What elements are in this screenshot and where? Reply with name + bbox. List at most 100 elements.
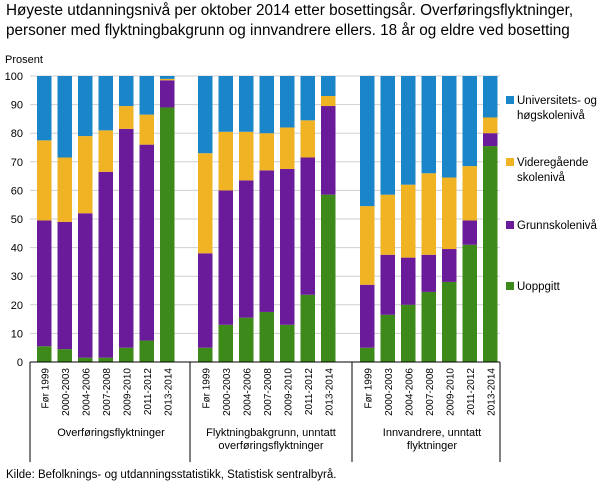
bar-videregaende-skoleniva bbox=[360, 206, 375, 285]
bar-grunnskoleniva bbox=[37, 220, 52, 347]
x-tick-label: 2013-2014 bbox=[163, 368, 174, 416]
bar-universitets-og-hogskoleniva bbox=[380, 76, 395, 195]
legend-label: Videregående bbox=[517, 157, 588, 169]
legend-label: Grunnskolenivå bbox=[517, 220, 598, 232]
bar-videregaende-skoleniva bbox=[401, 184, 416, 258]
bar-universitets-og-hogskoleniva bbox=[462, 76, 477, 167]
x-tick-label: 2004-2006 bbox=[404, 368, 415, 416]
bar-universitets-og-hogskoleniva bbox=[360, 76, 375, 207]
x-tick-label: 2004-2006 bbox=[242, 368, 253, 416]
bar-grunnskoleniva bbox=[360, 284, 375, 348]
bar-universitets-og-hogskoleniva bbox=[239, 76, 254, 132]
group-label: overføringsflyktninger bbox=[218, 440, 323, 452]
bar-uoppgitt bbox=[78, 357, 93, 362]
bar-uoppgitt bbox=[300, 294, 315, 362]
bar-universitets-og-hogskoleniva bbox=[119, 76, 134, 107]
bar-videregaende-skoleniva bbox=[239, 131, 254, 181]
bar-videregaende-skoleniva bbox=[119, 106, 134, 129]
group-label: Flyktningbakgrunn, unntatt bbox=[206, 427, 336, 439]
bar-grunnskoleniva bbox=[421, 254, 436, 292]
bar-grunnskoleniva bbox=[160, 80, 175, 108]
y-tick-label: 70 bbox=[11, 157, 23, 169]
y-tick-label: 50 bbox=[11, 214, 23, 226]
x-tick-label: 2004-2006 bbox=[81, 368, 92, 416]
bar-grunnskoleniva bbox=[280, 168, 295, 325]
bar-videregaende-skoleniva bbox=[483, 117, 498, 134]
bar-uoppgitt bbox=[259, 311, 274, 362]
bar-grunnskoleniva bbox=[57, 221, 72, 350]
bar-universitets-og-hogskoleniva bbox=[421, 76, 436, 174]
bar-universitets-og-hogskoleniva bbox=[321, 76, 336, 97]
bar-uoppgitt bbox=[321, 194, 336, 362]
bar-universitets-og-hogskoleniva bbox=[300, 76, 315, 121]
bar-uoppgitt bbox=[462, 244, 477, 362]
chart-title: Høyeste utdanningsnivå per oktober 2014 … bbox=[6, 2, 574, 39]
bar-uoppgitt bbox=[57, 349, 72, 362]
y-axis-label: Prosent bbox=[5, 54, 43, 66]
bar-videregaende-skoleniva bbox=[280, 127, 295, 169]
bar-grunnskoleniva bbox=[139, 144, 154, 341]
bar-universitets-og-hogskoleniva bbox=[259, 76, 274, 134]
legend-swatch-uoppgitt bbox=[506, 282, 514, 290]
y-tick-label: 80 bbox=[11, 128, 23, 140]
x-tick-label: 2007-2008 bbox=[102, 368, 113, 416]
bar-uoppgitt bbox=[218, 324, 233, 362]
group-label: Innvandrere, unntatt bbox=[383, 427, 481, 439]
bar-grunnskoleniva bbox=[119, 128, 134, 348]
bar-universitets-og-hogskoleniva bbox=[98, 76, 113, 131]
y-tick-label: 40 bbox=[11, 243, 23, 255]
bar-uoppgitt bbox=[360, 347, 375, 362]
group-label: flyktninger bbox=[407, 440, 457, 452]
bar-videregaende-skoleniva bbox=[442, 177, 457, 250]
x-tick-label: Før 1999 bbox=[40, 368, 51, 409]
bar-uoppgitt bbox=[198, 347, 213, 362]
bar-videregaende-skoleniva bbox=[321, 96, 336, 107]
bar-universitets-og-hogskoleniva bbox=[442, 76, 457, 178]
x-tick-label: 2009-2010 bbox=[445, 368, 456, 416]
x-tick-label: 2013-2014 bbox=[486, 368, 497, 416]
bar-videregaende-skoleniva bbox=[198, 153, 213, 254]
bar-videregaende-skoleniva bbox=[37, 140, 52, 221]
bar-uoppgitt bbox=[421, 291, 436, 362]
bar-videregaende-skoleniva bbox=[300, 120, 315, 158]
x-tick-label: 2011-2012 bbox=[143, 368, 154, 416]
bar-videregaende-skoleniva bbox=[218, 131, 233, 191]
x-tick-label: Før 1999 bbox=[201, 368, 212, 409]
x-tick-label: 2007-2008 bbox=[425, 368, 436, 416]
bar-uoppgitt bbox=[98, 357, 113, 362]
x-tick-label: Før 1999 bbox=[363, 368, 374, 409]
bar-universitets-og-hogskoleniva bbox=[218, 76, 233, 132]
source-note: Kilde: Befolknings- og utdanningsstatist… bbox=[6, 469, 337, 481]
bar-uoppgitt bbox=[160, 107, 175, 363]
y-tick-label: 100 bbox=[5, 71, 23, 83]
bar-grunnskoleniva bbox=[78, 213, 93, 358]
group-label: Overføringsflyktninger bbox=[57, 427, 165, 439]
bar-grunnskoleniva bbox=[218, 190, 233, 325]
bar-uoppgitt bbox=[139, 340, 154, 362]
bar-grunnskoleniva bbox=[239, 180, 254, 318]
bar-grunnskoleniva bbox=[198, 253, 213, 348]
bar-uoppgitt bbox=[280, 324, 295, 362]
bar-grunnskoleniva bbox=[462, 220, 477, 245]
bar-uoppgitt bbox=[401, 304, 416, 362]
legend-swatch-grunnskoleniva bbox=[506, 221, 514, 229]
bar-videregaende-skoleniva bbox=[57, 157, 72, 222]
bar-universitets-og-hogskoleniva bbox=[160, 76, 175, 79]
x-tick-label: 2007-2008 bbox=[263, 368, 274, 416]
bar-uoppgitt bbox=[483, 146, 498, 362]
x-tick-label: 2011-2012 bbox=[466, 368, 477, 416]
bar-uoppgitt bbox=[380, 314, 395, 362]
bar-grunnskoleniva bbox=[98, 171, 113, 358]
bar-universitets-og-hogskoleniva bbox=[198, 76, 213, 154]
bar-grunnskoleniva bbox=[442, 249, 457, 282]
bar-grunnskoleniva bbox=[380, 254, 395, 315]
bar-grunnskoleniva bbox=[300, 157, 315, 295]
bar-uoppgitt bbox=[239, 317, 254, 362]
bar-universitets-og-hogskoleniva bbox=[483, 76, 498, 118]
bar-videregaende-skoleniva bbox=[98, 130, 113, 172]
bar-videregaende-skoleniva bbox=[259, 133, 274, 171]
y-tick-label: 20 bbox=[11, 300, 23, 312]
x-tick-label: 2000-2003 bbox=[384, 368, 395, 416]
y-tick-label: 60 bbox=[11, 185, 23, 197]
